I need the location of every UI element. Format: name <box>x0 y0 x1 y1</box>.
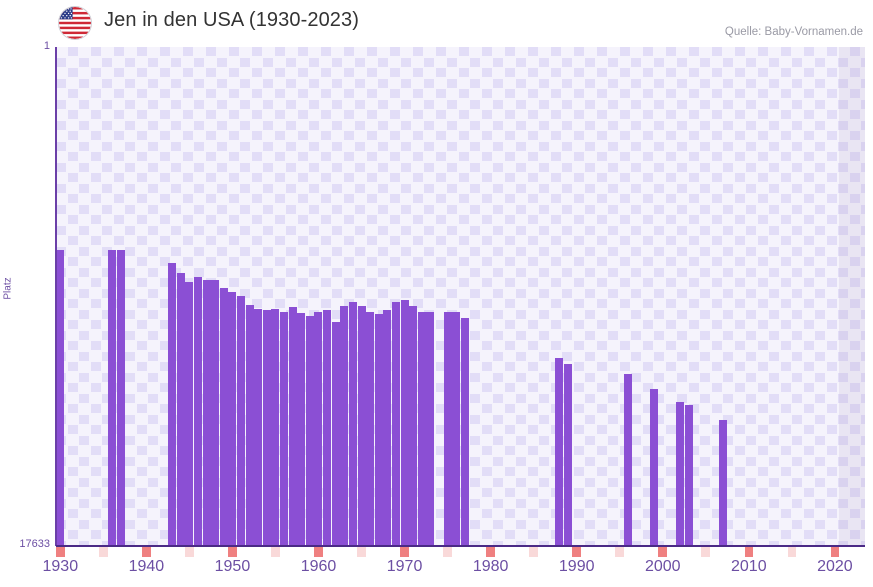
bar-1930[interactable] <box>56 250 65 546</box>
x-axis-label-1950: 1950 <box>214 558 251 575</box>
bar-1950[interactable] <box>228 291 237 546</box>
x-axis-label-1930: 1930 <box>42 558 79 575</box>
bar-1972[interactable] <box>417 311 426 546</box>
bar-1999[interactable] <box>650 389 659 546</box>
bar-1954[interactable] <box>262 310 271 546</box>
x-axis-label-1960: 1960 <box>300 558 337 575</box>
x-tick-1985 <box>529 547 538 557</box>
x-axis-label-1940: 1940 <box>128 558 165 575</box>
bar-1943[interactable] <box>168 263 177 546</box>
x-tick-1990 <box>572 547 581 557</box>
bar-1977[interactable] <box>460 317 469 546</box>
bar-1964[interactable] <box>348 301 357 546</box>
bar-2002[interactable] <box>675 402 684 546</box>
bar-1949[interactable] <box>219 287 228 546</box>
bar-1958[interactable] <box>297 313 306 546</box>
x-axis-label-2010: 2010 <box>731 558 767 575</box>
bar-1944[interactable] <box>176 273 185 546</box>
bar-1971[interactable] <box>409 305 418 546</box>
bar-1965[interactable] <box>357 305 366 546</box>
x-tick-1935 <box>99 547 108 557</box>
bar-1952[interactable] <box>245 304 254 546</box>
bar-1967[interactable] <box>374 314 383 546</box>
bar-1975[interactable] <box>443 311 452 546</box>
x-tick-1960 <box>314 547 323 557</box>
plot-area <box>56 47 865 546</box>
bar-1988[interactable] <box>555 357 564 546</box>
x-tick-1980 <box>486 547 495 557</box>
bar-1957[interactable] <box>288 307 297 546</box>
x-tick-2020 <box>830 547 840 557</box>
x-tick-1975 <box>443 547 452 557</box>
source-note: Quelle: Baby-Vornamen.de <box>724 26 863 38</box>
bar-1968[interactable] <box>383 310 392 546</box>
x-axis-label-1990: 1990 <box>558 558 595 575</box>
x-axis-line <box>56 545 865 547</box>
x-axis-label-1970: 1970 <box>386 558 423 575</box>
x-tick-1945 <box>185 547 194 557</box>
bar-1959[interactable] <box>305 315 314 546</box>
bar-1962[interactable] <box>331 321 340 546</box>
bar-1951[interactable] <box>237 296 246 546</box>
x-tick-1955 <box>271 547 280 557</box>
x-tick-2015 <box>787 547 797 557</box>
bar-1936[interactable] <box>107 250 116 546</box>
bar-2003[interactable] <box>684 404 693 546</box>
bar-1956[interactable] <box>280 312 289 546</box>
bar-1963[interactable] <box>340 305 349 546</box>
bar-1953[interactable] <box>254 308 263 546</box>
bar-1976[interactable] <box>452 311 461 546</box>
x-tick-2010 <box>744 547 754 557</box>
x-tick-1930 <box>56 547 65 557</box>
y-axis-title: Platz <box>2 277 14 300</box>
chart-title: Jen in den USA (1930-2023) <box>104 9 359 31</box>
bar-1969[interactable] <box>391 301 400 546</box>
x-tick-1970 <box>400 547 409 557</box>
bar-1961[interactable] <box>323 309 332 546</box>
x-axis-label-2020: 2020 <box>817 558 853 575</box>
bar-1966[interactable] <box>366 311 375 546</box>
y-axis-bottom-label: 17633 <box>19 538 50 550</box>
x-tick-2000 <box>658 547 668 557</box>
us-flag-icon <box>58 6 92 40</box>
x-tick-1950 <box>228 547 237 557</box>
y-axis-top-label: 1 <box>43 40 50 52</box>
bar-1996[interactable] <box>624 373 633 546</box>
chart-header: Jen in den USA (1930-2023) Quelle: Baby-… <box>0 0 873 47</box>
bar-2007[interactable] <box>718 419 727 546</box>
x-axis-label-1980: 1980 <box>472 558 509 575</box>
x-axis-tick-strip <box>56 547 865 557</box>
bar-1948[interactable] <box>211 280 220 546</box>
bar-1960[interactable] <box>314 312 323 546</box>
bar-1947[interactable] <box>202 280 211 546</box>
bar-1989[interactable] <box>564 363 573 546</box>
bar-1970[interactable] <box>400 300 409 546</box>
bar-1973[interactable] <box>426 311 435 546</box>
x-tick-2005 <box>701 547 711 557</box>
bar-1955[interactable] <box>271 308 280 546</box>
bar-1945[interactable] <box>185 281 194 546</box>
x-tick-1965 <box>357 547 366 557</box>
x-tick-1995 <box>615 547 625 557</box>
y-axis-line <box>55 47 57 546</box>
bar-series <box>56 47 865 546</box>
x-tick-1940 <box>142 547 151 557</box>
bar-1937[interactable] <box>116 250 125 546</box>
x-axis-label-2000: 2000 <box>644 558 681 575</box>
bar-1946[interactable] <box>194 276 202 546</box>
plot-gridlines <box>56 47 865 546</box>
